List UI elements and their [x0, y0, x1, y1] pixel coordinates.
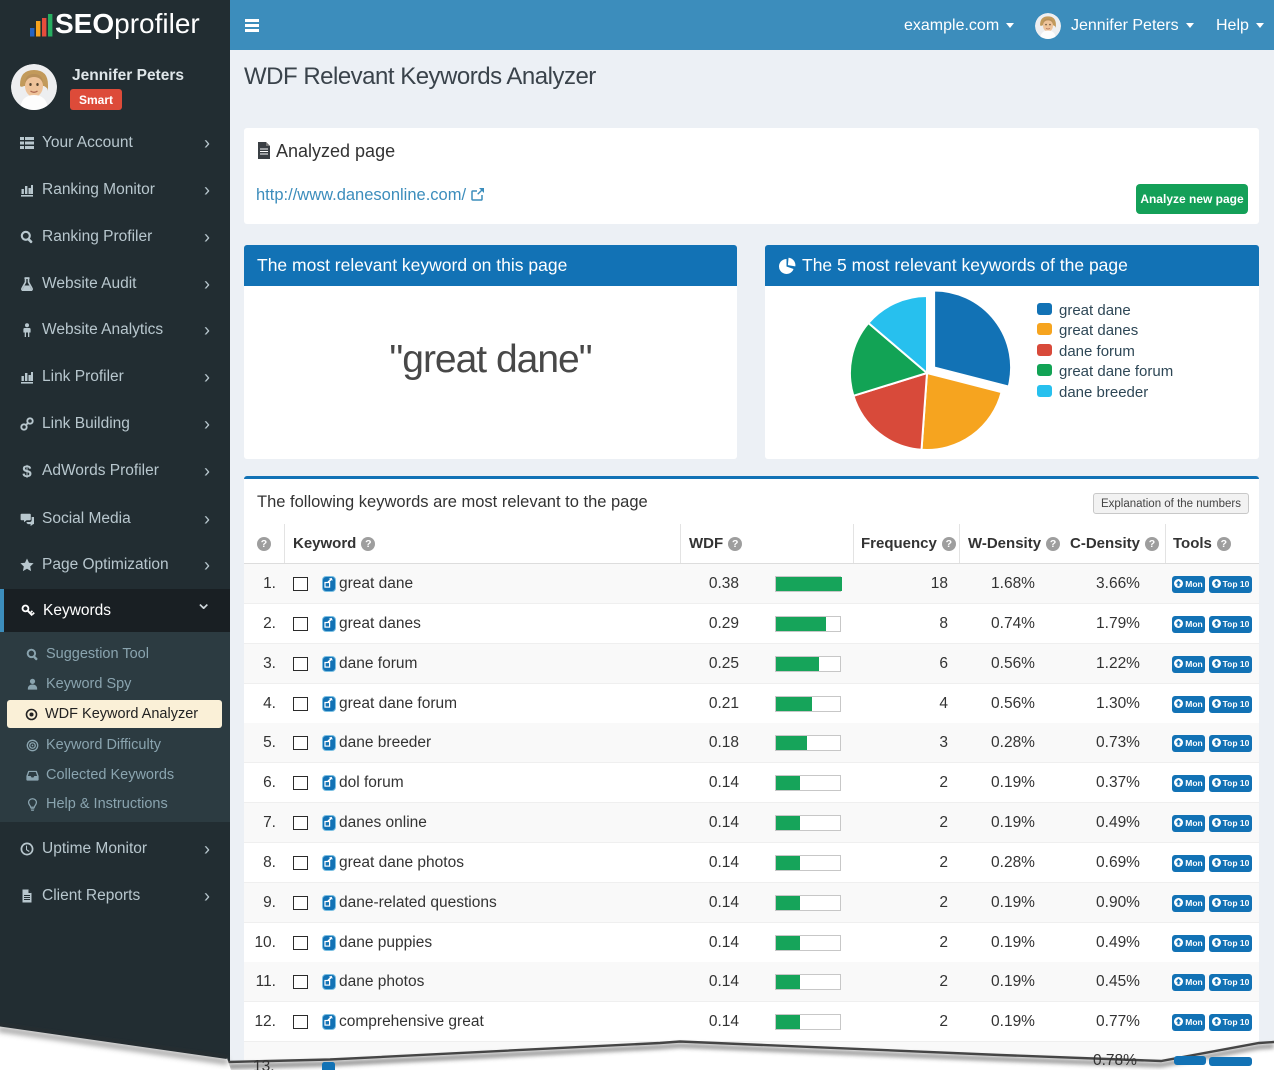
svg-text:$: $ [22, 464, 32, 478]
